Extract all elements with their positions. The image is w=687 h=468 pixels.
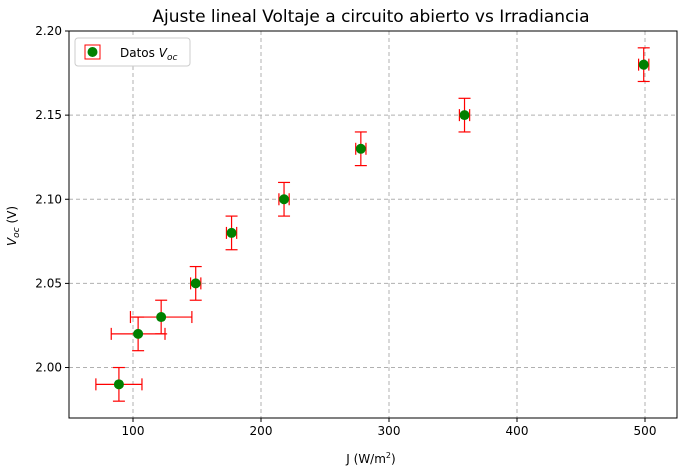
point-marker [113,379,124,390]
data-point [110,316,166,352]
grid [69,30,677,418]
legend-label-main: Datos [120,46,159,60]
x-tick-label: 100 [122,424,145,438]
data-point [95,366,143,402]
point-marker [190,278,201,289]
legend-label-sub: oc [167,53,178,63]
x-axis-label-end: ) [391,452,396,466]
point-marker [355,143,366,154]
data-point [225,215,238,251]
data-point [129,299,193,335]
y-tick-label: 2.20 [35,24,62,38]
data-points [95,47,650,402]
x-axis-label-main: J (W/m [345,452,386,466]
x-tick-label: 300 [378,424,401,438]
y-tick-label: 2.05 [35,276,62,290]
legend-label-var: V [159,46,168,60]
point-marker [226,227,237,238]
x-axis-label-sup: 2 [386,451,391,460]
y-axis-label-sub: oc [12,227,22,238]
x-axis-ticks: 100 200 300 400 500 [122,418,657,438]
point-marker [133,328,144,339]
y-axis-label-main: V [5,237,19,246]
legend-marker-frame [84,44,101,60]
point-marker [156,312,167,323]
x-tick-label: 500 [634,424,657,438]
data-point [637,47,650,83]
point-marker [638,59,649,70]
x-tick-label: 400 [506,424,529,438]
legend-label: Datos Voc [120,46,177,63]
y-tick-label: 2.15 [35,108,62,122]
data-point [354,131,367,167]
y-tick-label: 2.00 [35,361,62,375]
point-marker [459,110,470,121]
point-marker [279,194,290,205]
chart-title: Ajuste lineal Voltaje a circuito abierto… [152,7,589,27]
data-point [189,265,202,301]
legend: Datos Voc [74,37,191,67]
y-tick-label: 2.10 [35,192,62,206]
y-axis-ticks: 2.00 2.05 2.10 2.15 2.20 [35,24,69,375]
legend-marker [87,47,98,57]
x-tick-label: 200 [250,424,273,438]
x-axis-label: J (W/m2) [345,451,395,466]
plot-frame [68,30,678,419]
y-axis-label: Voc (V) [5,206,22,246]
legend-box [74,37,191,67]
data-point [278,181,291,217]
y-axis-label-end: (V) [5,206,19,227]
data-point [458,97,471,133]
